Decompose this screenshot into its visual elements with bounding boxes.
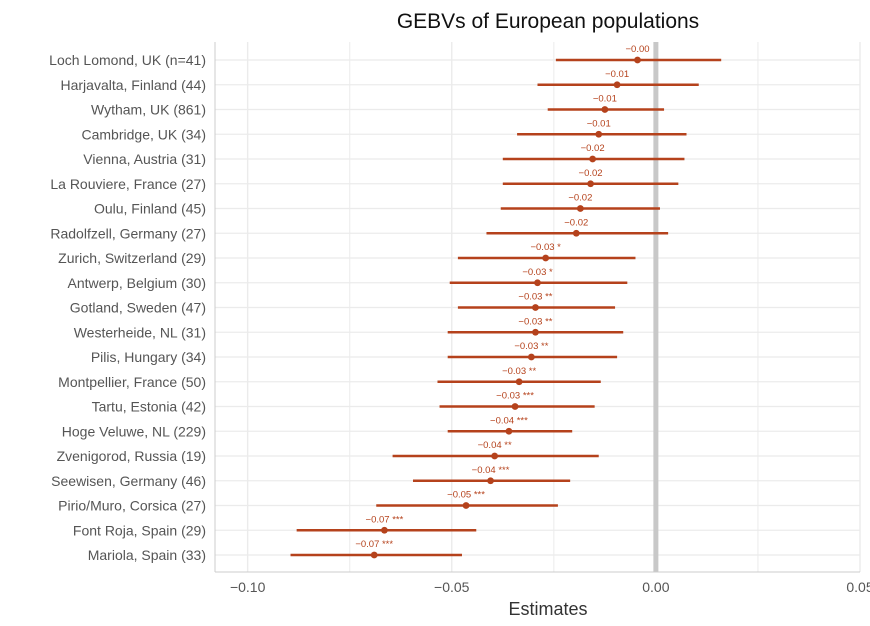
y-tick-label: Harjavalta, Finland (44) bbox=[60, 77, 206, 93]
estimate-point bbox=[572, 229, 580, 237]
estimate-point bbox=[634, 56, 641, 64]
value-label: −0.02 bbox=[579, 168, 603, 179]
value-label: −0.03 ** bbox=[518, 292, 552, 303]
value-label: −0.04 *** bbox=[472, 465, 510, 476]
y-tick-label: Antwerp, Belgium (30) bbox=[67, 275, 206, 291]
value-label: −0.01 bbox=[605, 69, 629, 80]
value-label: −0.03 * bbox=[522, 267, 553, 278]
y-tick-label: Gotland, Sweden (47) bbox=[70, 300, 206, 316]
estimate-point bbox=[511, 403, 519, 410]
value-label: −0.03 ** bbox=[514, 341, 548, 352]
estimate-point bbox=[532, 304, 539, 311]
y-tick-label: Tartu, Estonia (42) bbox=[92, 399, 206, 415]
y-tick-label: Zvenigorod, Russia (19) bbox=[57, 448, 206, 464]
value-label: −0.07 *** bbox=[355, 539, 393, 550]
y-tick-label: Loch Lomond, UK (n=41) bbox=[49, 52, 206, 68]
x-axis-label: Estimates bbox=[508, 599, 587, 619]
x-tick-label: −0.10 bbox=[230, 579, 266, 595]
estimate-rows: −0.00 −0.01 −0.01 −0.01 −0.02 −0.02 −0.02 −0.02… bbox=[290, 44, 722, 559]
y-tick-label: Seewisen, Germany (46) bbox=[51, 473, 206, 489]
value-label: −0.03 ** bbox=[518, 316, 552, 327]
axis-lines bbox=[214, 42, 860, 573]
y-tick-label: Pilis, Hungary (34) bbox=[91, 349, 206, 365]
estimate-point bbox=[534, 279, 541, 287]
value-label: −0.00 bbox=[625, 44, 649, 55]
x-tick-label: 0.00 bbox=[642, 579, 669, 595]
value-label: −0.03 ** bbox=[502, 366, 536, 377]
estimate-point bbox=[370, 551, 378, 559]
estimate-point bbox=[505, 427, 513, 435]
value-label: −0.03 *** bbox=[496, 391, 534, 402]
estimate-point bbox=[595, 130, 603, 138]
estimate-point bbox=[532, 328, 539, 336]
x-tick-labels: −0.10 −0.05 0.00 0.05 bbox=[230, 579, 870, 595]
y-tick-label: Wytham, UK (861) bbox=[91, 102, 206, 118]
estimate-point bbox=[601, 106, 609, 113]
value-label: −0.01 bbox=[593, 94, 617, 105]
value-label: −0.07 *** bbox=[366, 514, 404, 525]
estimate-point bbox=[491, 452, 499, 460]
estimate-point bbox=[462, 502, 470, 509]
y-tick-label: Zurich, Switzerland (29) bbox=[58, 250, 206, 266]
y-tick-label: Radolfzell, Germany (27) bbox=[50, 225, 206, 241]
value-label: −0.02 bbox=[564, 217, 588, 228]
estimate-point bbox=[527, 353, 535, 361]
y-tick-label: Vienna, Austria (31) bbox=[83, 151, 206, 167]
y-tick-label: Font Roja, Spain (29) bbox=[73, 522, 206, 538]
value-label: −0.04 *** bbox=[490, 415, 528, 426]
estimate-point bbox=[576, 205, 584, 212]
y-tick-label: Mariola, Spain (33) bbox=[88, 547, 206, 563]
estimate-point bbox=[487, 477, 494, 485]
estimate-point bbox=[613, 81, 621, 89]
estimate-point bbox=[381, 526, 388, 534]
value-label: −0.02 bbox=[581, 143, 605, 154]
estimate-point bbox=[515, 378, 523, 386]
y-tick-label: Oulu, Finland (45) bbox=[94, 201, 206, 217]
estimate-point bbox=[587, 180, 594, 188]
value-label: −0.04 ** bbox=[478, 440, 512, 451]
x-tick-label: −0.05 bbox=[434, 579, 470, 595]
chart-title: GEBVs of European populations bbox=[397, 10, 699, 33]
value-label: −0.02 bbox=[568, 193, 592, 204]
value-label: −0.03 * bbox=[530, 242, 561, 253]
y-tick-label: La Rouviere, France (27) bbox=[50, 176, 206, 192]
estimate-point bbox=[542, 254, 550, 262]
estimate-point bbox=[589, 155, 597, 163]
y-tick-label: Pirio/Muro, Corsica (27) bbox=[58, 498, 206, 514]
value-label: −0.01 bbox=[587, 118, 611, 129]
y-tick-label: Westerheide, NL (31) bbox=[74, 324, 206, 340]
y-tick-label: Cambridge, UK (34) bbox=[82, 126, 207, 142]
y-tick-labels: Loch Lomond, UK (n=41) Harjavalta, Finlan… bbox=[49, 52, 206, 563]
y-tick-label: Montpellier, France (50) bbox=[58, 374, 206, 390]
y-tick-label: Hoge Veluwe, NL (229) bbox=[62, 423, 206, 439]
value-label: −0.05 *** bbox=[447, 490, 485, 501]
x-tick-label: 0.05 bbox=[846, 579, 870, 595]
